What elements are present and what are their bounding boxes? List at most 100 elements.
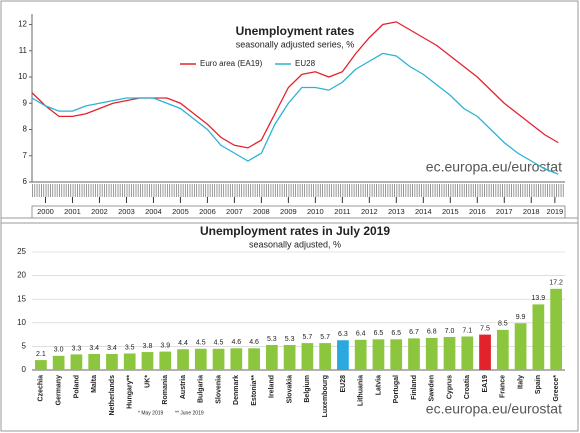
x-tick-label: Greece* bbox=[553, 375, 560, 402]
bar bbox=[177, 349, 189, 370]
x-tick-label: Slovenia bbox=[215, 375, 222, 404]
bar bbox=[212, 348, 225, 370]
y-tick-label: 6 bbox=[23, 177, 28, 186]
x-tick-label: 2011 bbox=[334, 207, 350, 216]
bar bbox=[141, 352, 154, 370]
value-label: 6.7 bbox=[409, 329, 419, 336]
x-tick-label: Latvia bbox=[375, 375, 382, 395]
bar bbox=[354, 339, 367, 370]
source: ec.europa.eu/eurostat bbox=[426, 159, 562, 175]
x-tick-label: Malta bbox=[91, 375, 98, 393]
bar bbox=[88, 353, 101, 370]
value-label: 5.7 bbox=[303, 334, 313, 341]
x-tick-label: EA19 bbox=[482, 375, 489, 393]
chart-subtitle: seasonally adjusted series, % bbox=[236, 39, 355, 49]
x-tick-label: Lithuania bbox=[358, 375, 365, 406]
x-tick-label: Bulgaria bbox=[198, 375, 205, 403]
x-tick-label: 2013 bbox=[388, 207, 405, 216]
x-tick-label: Denmark bbox=[233, 375, 240, 405]
value-label: 2.1 bbox=[36, 351, 46, 358]
x-tick-label: EU28 bbox=[340, 375, 347, 393]
value-label: 4.6 bbox=[249, 339, 259, 346]
x-tick-label: Romania bbox=[162, 375, 169, 405]
bar bbox=[123, 353, 136, 370]
bar bbox=[106, 353, 118, 370]
y-tick-label: 9 bbox=[23, 98, 28, 107]
value-label: 5.3 bbox=[285, 336, 295, 343]
chart-title: Unemployment rates bbox=[236, 24, 355, 38]
line bbox=[31, 52, 559, 175]
y-tick-label: 12 bbox=[18, 20, 27, 29]
value-label: 5.3 bbox=[267, 336, 277, 343]
value-label: 5.7 bbox=[320, 334, 330, 341]
x-tick-label: Cyprus bbox=[446, 375, 453, 399]
value-label: 3.8 bbox=[143, 343, 153, 350]
x-tick-label: Slovakia bbox=[286, 375, 293, 404]
bar bbox=[532, 304, 545, 370]
y-tick-label: 10 bbox=[18, 72, 27, 81]
bar bbox=[248, 348, 260, 370]
y-tick-label: 25 bbox=[17, 247, 26, 256]
x-tick-label: Croatia bbox=[464, 375, 471, 399]
x-tick-label: France bbox=[500, 375, 507, 398]
x-tick-label: Estonia** bbox=[251, 375, 258, 406]
x-tick-label: 2016 bbox=[469, 207, 486, 216]
value-label: 6.3 bbox=[338, 331, 348, 338]
x-tick-label: 2009 bbox=[280, 207, 297, 216]
y-tick-label: 10 bbox=[17, 318, 26, 327]
x-tick-label: 2004 bbox=[145, 207, 162, 216]
bar bbox=[337, 340, 349, 370]
x-tick-label: UK* bbox=[144, 375, 151, 388]
x-tick-label: Luxembourg bbox=[322, 375, 329, 417]
y-tick-label: 8 bbox=[23, 125, 28, 134]
x-tick-label: 2010 bbox=[307, 207, 324, 216]
y-tick-label: 0 bbox=[22, 365, 27, 374]
x-tick-label: 2000 bbox=[37, 207, 54, 216]
bar bbox=[443, 336, 456, 370]
value-label: 4.4 bbox=[178, 340, 188, 347]
bar bbox=[408, 338, 420, 370]
y-tick-label: 7 bbox=[23, 151, 28, 160]
x-tick-label: Finland bbox=[411, 375, 418, 400]
bar bbox=[479, 334, 491, 370]
x-tick-label: 2014 bbox=[415, 207, 432, 216]
year-band bbox=[31, 205, 566, 219]
x-tick-label: Austria bbox=[180, 375, 187, 399]
value-label: 7.5 bbox=[480, 325, 490, 332]
source: ec.europa.eu/eurostat bbox=[426, 401, 562, 417]
bar bbox=[372, 339, 385, 370]
value-label: 6.5 bbox=[374, 330, 384, 337]
y-tick-label: 5 bbox=[22, 342, 27, 351]
value-label: 6.8 bbox=[427, 329, 437, 336]
x-tick-label: Germany bbox=[55, 375, 62, 405]
bar bbox=[70, 354, 83, 370]
x-tick-label: Hungary** bbox=[127, 375, 134, 409]
x-tick-label: Czechia bbox=[38, 375, 45, 402]
footnote: * May 2019 bbox=[138, 410, 164, 416]
x-tick-label: Netherlands bbox=[109, 375, 116, 416]
x-tick-label: Ireland bbox=[269, 375, 276, 398]
x-tick-label: Italy bbox=[517, 375, 524, 389]
value-label: 4.6 bbox=[231, 339, 241, 346]
value-label: 3.3 bbox=[72, 345, 82, 352]
value-label: 17.2 bbox=[549, 280, 563, 287]
bar bbox=[194, 348, 207, 370]
x-tick-label: 2003 bbox=[118, 207, 135, 216]
value-label: 7.1 bbox=[462, 327, 472, 334]
x-tick-label: Sweden bbox=[429, 375, 436, 401]
bar bbox=[425, 337, 438, 370]
x-tick-label: Spain bbox=[535, 375, 542, 394]
x-tick-label: 2001 bbox=[64, 207, 81, 216]
value-label: 13.9 bbox=[532, 295, 546, 302]
value-label: 6.4 bbox=[356, 331, 366, 338]
value-label: 6.5 bbox=[391, 330, 401, 337]
legend-label: Euro area (EA19) bbox=[200, 59, 263, 68]
value-label: 3.9 bbox=[160, 342, 170, 349]
y-tick-label: 20 bbox=[17, 271, 26, 280]
bar bbox=[265, 344, 278, 370]
chart-title: Unemployment rates in July 2019 bbox=[200, 224, 390, 238]
value-label: 3.0 bbox=[54, 347, 64, 354]
frame bbox=[0, 0, 579, 224]
x-tick-label: 2002 bbox=[91, 207, 108, 216]
bar bbox=[319, 343, 332, 370]
